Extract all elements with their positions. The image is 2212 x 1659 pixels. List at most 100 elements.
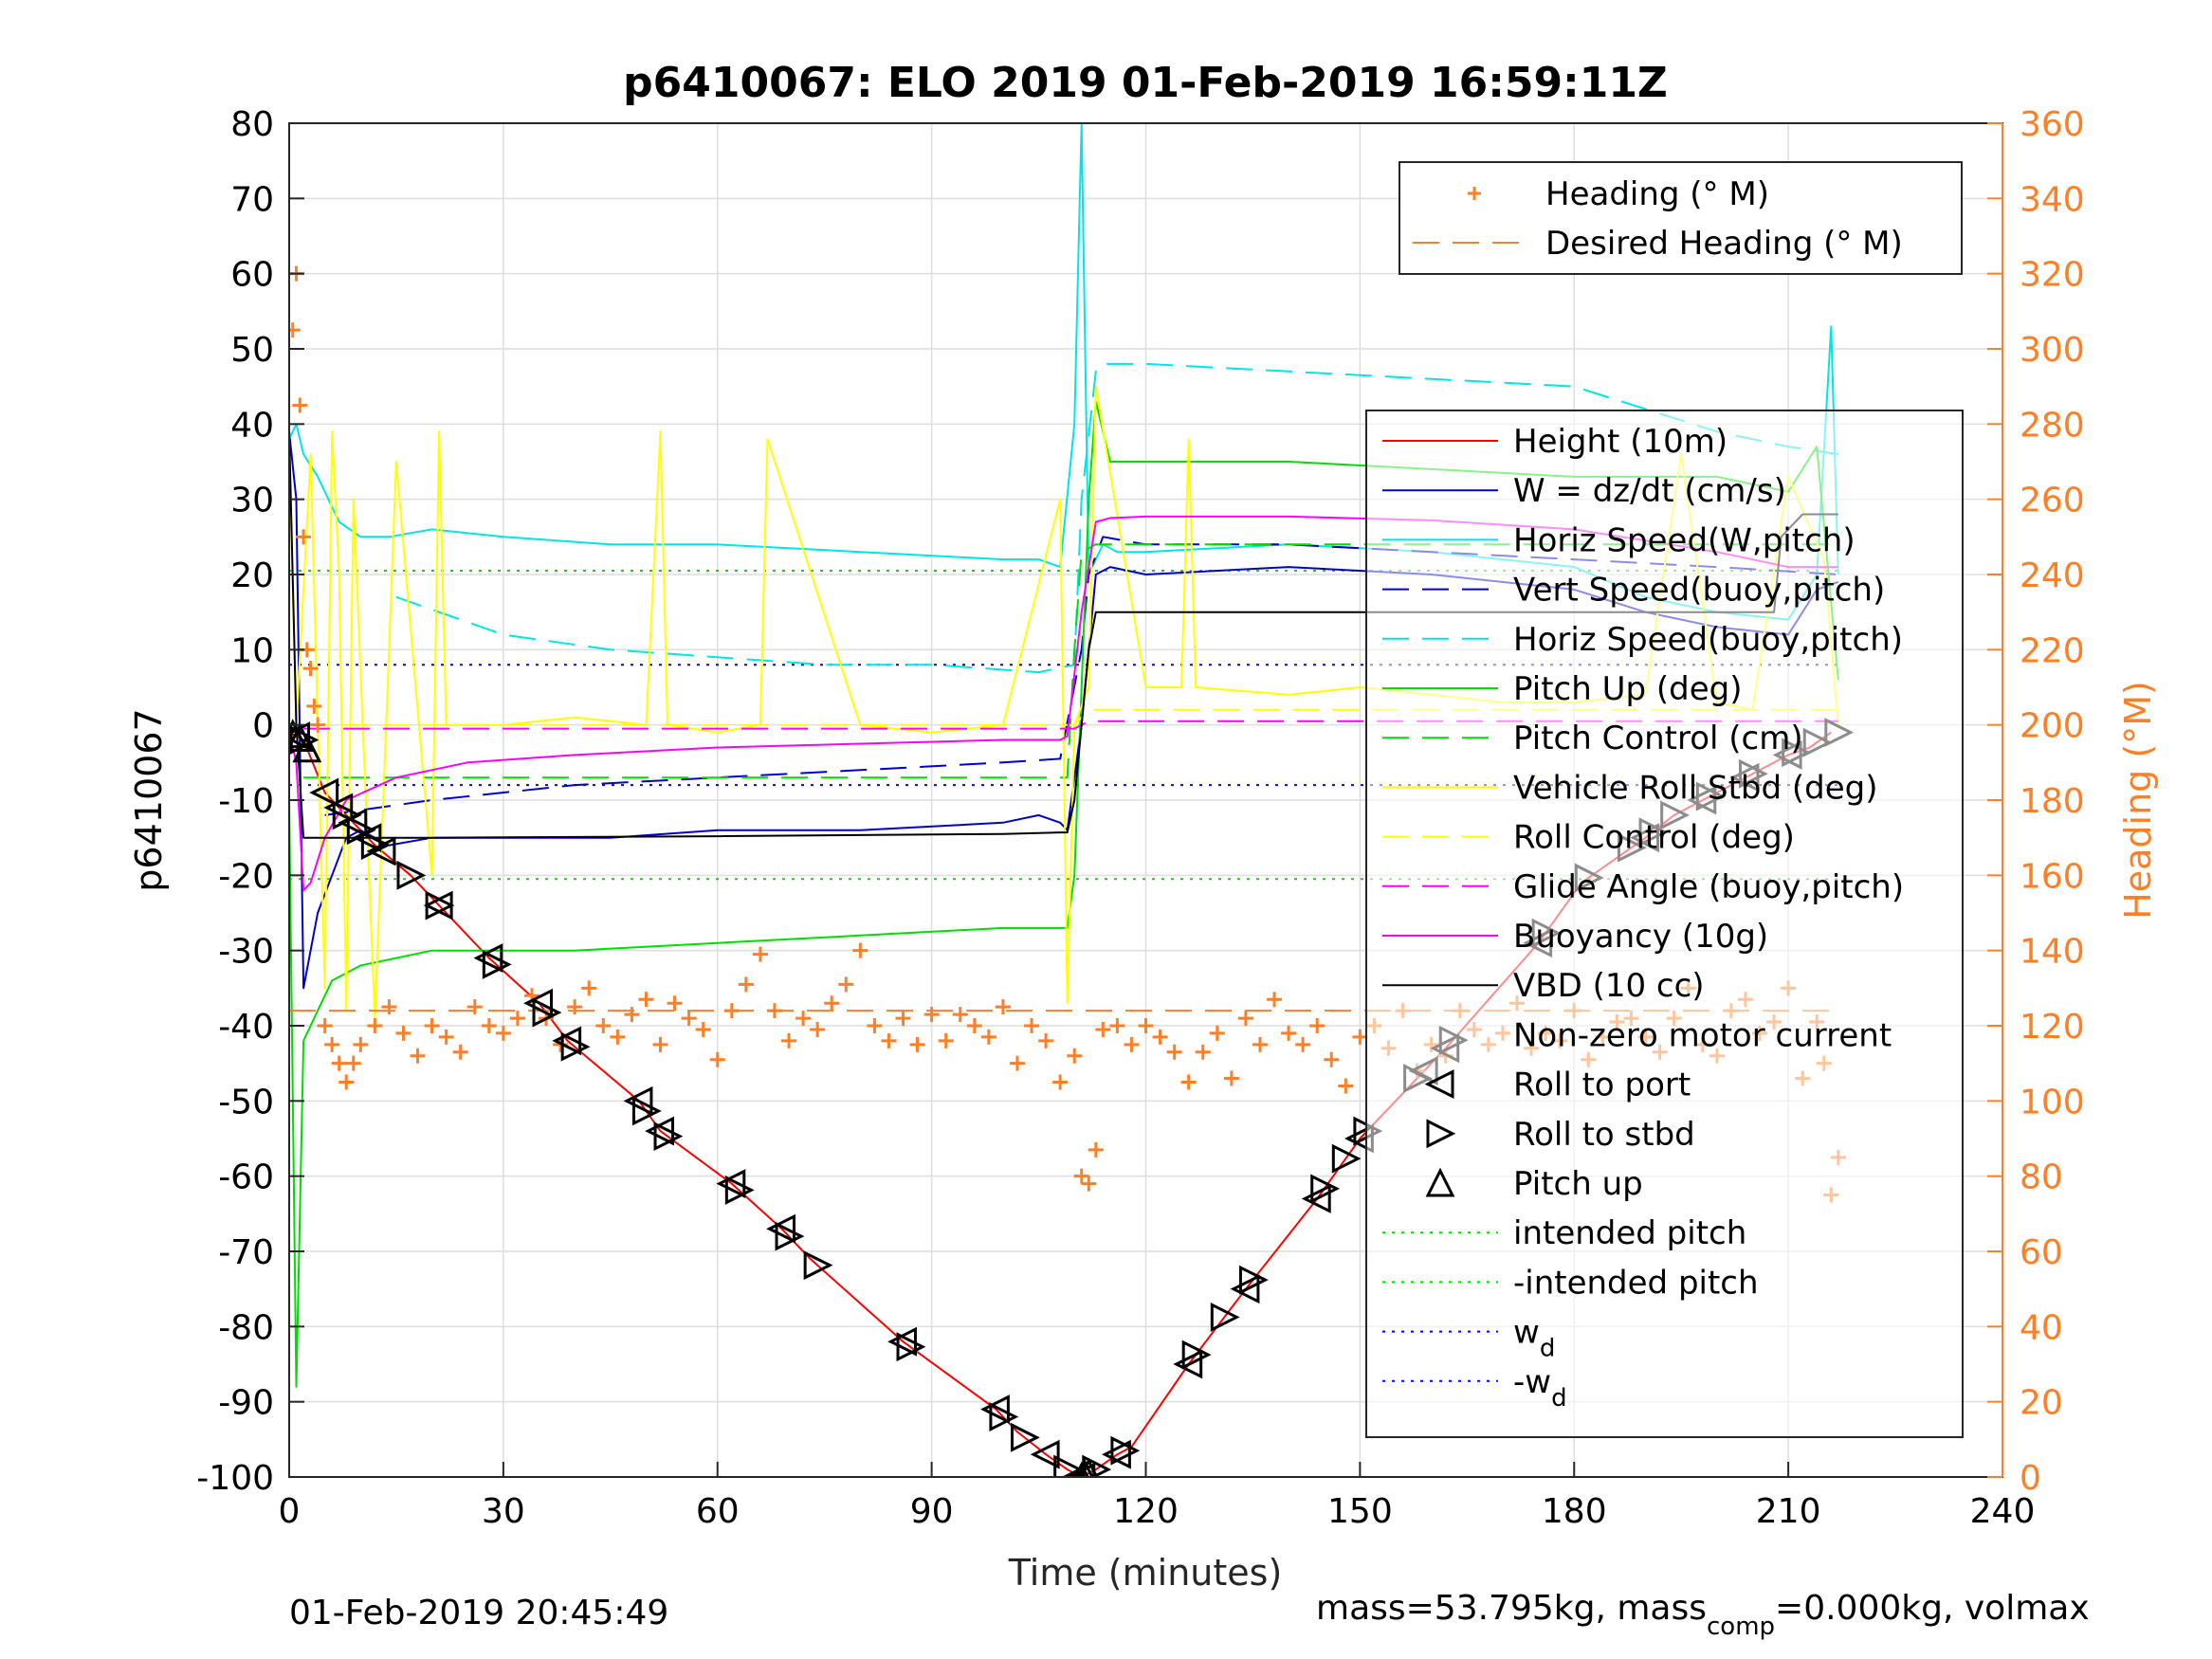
heading-point-46 bbox=[824, 995, 840, 1012]
x-tick-label-3: 90 bbox=[910, 1492, 954, 1531]
legend-main-0-label: Height (10m) bbox=[1513, 423, 1728, 461]
legend-main-7-label: Vehicle Roll Stbd (deg) bbox=[1513, 769, 1878, 807]
heading-point-84 bbox=[1338, 1078, 1354, 1094]
heading-point-8 bbox=[317, 1018, 333, 1033]
legend-main: Height (10m) W = dz/dt (cm/s) Horiz Speed(… bbox=[1365, 410, 1964, 1438]
y2-tick-label-18: 0 bbox=[2020, 1459, 2041, 1498]
heading-point-50 bbox=[881, 1032, 897, 1048]
legend-main-box bbox=[1365, 410, 1964, 1438]
y2-tick-label-5: 260 bbox=[2020, 482, 2085, 520]
heading-point-30 bbox=[595, 1018, 612, 1033]
roll-stbd-marker-3 bbox=[360, 830, 391, 861]
y-tick-label-10: -20 bbox=[218, 857, 274, 896]
heading-point-82 bbox=[1309, 1018, 1325, 1033]
roll-stbd-marker-17 bbox=[1053, 1454, 1084, 1477]
legend-main-18-label-main: w bbox=[1513, 1314, 1540, 1352]
y-tick-label-6: 20 bbox=[230, 556, 274, 595]
legend-main-6-label-main: Pitch Control (cm) bbox=[1513, 720, 1803, 757]
heading-point-34 bbox=[652, 1036, 668, 1052]
heading-point-68 bbox=[1109, 1018, 1125, 1033]
pitch-up-marker-4 bbox=[1076, 1459, 1094, 1477]
heading-point-79 bbox=[1267, 992, 1283, 1008]
x-tick-label-5: 150 bbox=[1327, 1492, 1393, 1531]
legend-main-15-swatch bbox=[1425, 1167, 1455, 1197]
legend-main-6-label: Pitch Control (cm) bbox=[1513, 720, 1803, 757]
heading-point-16 bbox=[395, 1025, 411, 1041]
legend-main-13-label: Roll to port bbox=[1513, 1066, 1691, 1104]
heading-point-75 bbox=[1209, 1025, 1225, 1041]
footer-mass-sub: comp bbox=[1707, 1613, 1775, 1641]
y2-tick-label-7: 220 bbox=[2020, 631, 2085, 670]
y-tick-label-16: -80 bbox=[218, 1308, 274, 1347]
chart-title: p6410067: ELO 2019 01-Feb-2019 16:59:11Z bbox=[623, 59, 1668, 107]
roll-stbd-marker-20 bbox=[1181, 1340, 1212, 1370]
heading-point-80 bbox=[1281, 1025, 1297, 1041]
legend-main-7-label-main: Vehicle Roll Stbd (deg) bbox=[1513, 769, 1878, 807]
heading-point-81 bbox=[1295, 1036, 1311, 1052]
heading-point-62 bbox=[1052, 1074, 1069, 1090]
roll-stbd-marker-19 bbox=[1110, 1435, 1141, 1466]
heading-point-59 bbox=[1009, 1055, 1025, 1071]
series-glide-angle-buoy-pitch bbox=[303, 720, 1838, 730]
legend-main-0-label-main: Height (10m) bbox=[1513, 423, 1728, 461]
legend-main-17-label: -intended pitch bbox=[1513, 1264, 1759, 1302]
heading-point-2 bbox=[292, 397, 308, 413]
legend-main-1-label: W = dz/dt (cm/s) bbox=[1513, 472, 1786, 510]
heading-point-21 bbox=[466, 999, 483, 1015]
heading-point-18 bbox=[424, 1018, 440, 1033]
heading-point-22 bbox=[481, 1018, 497, 1033]
heading-point-14 bbox=[367, 1018, 383, 1033]
y-tick-label-9: -10 bbox=[218, 782, 274, 821]
roll-stbd-marker-6 bbox=[482, 949, 512, 979]
roll-stbd-marker-4 bbox=[396, 860, 427, 890]
pitch-up-marker-0 bbox=[289, 719, 308, 749]
heading-point-7 bbox=[310, 717, 326, 733]
legend-main-15-label: Pitch up bbox=[1513, 1165, 1643, 1203]
legend-main-2-label: Horiz Speed(W,pitch) bbox=[1513, 521, 1856, 559]
legend-heading: Heading (° M) Desired Heading (° M) bbox=[1398, 161, 1963, 275]
heading-point-24 bbox=[509, 1011, 525, 1027]
heading-point-55 bbox=[952, 1007, 968, 1023]
y2-tick-label-8: 200 bbox=[2020, 707, 2085, 746]
heading-point-70 bbox=[1138, 1018, 1154, 1033]
heading-point-85 bbox=[1352, 1029, 1368, 1045]
roll-stbd-marker-21 bbox=[1210, 1302, 1240, 1332]
legend-main-1-label-main: W = dz/dt (cm/s) bbox=[1513, 472, 1786, 510]
heading-point-12 bbox=[345, 1055, 361, 1071]
x-tick-label-7: 210 bbox=[1756, 1492, 1821, 1531]
roll-port-marker-8 bbox=[523, 988, 554, 1018]
roll-port-marker-19 bbox=[1173, 1349, 1203, 1379]
y2-tick-label-4: 280 bbox=[2020, 406, 2085, 445]
legend-main-3-label-main: Vert Speed(buoy,pitch) bbox=[1513, 572, 1885, 610]
roll-stbd-marker-5 bbox=[425, 890, 455, 921]
heading-point-64 bbox=[1073, 1168, 1089, 1184]
heading-point-60 bbox=[1024, 1018, 1040, 1033]
y-tick-label-13: -50 bbox=[218, 1083, 274, 1121]
legend-main-18-label-sub: d bbox=[1540, 1335, 1556, 1363]
heading-point-40 bbox=[738, 976, 754, 993]
legend-main-14-label-main: Roll to stbd bbox=[1513, 1116, 1695, 1154]
roll-stbd-marker-9 bbox=[631, 1096, 662, 1126]
x-tick-label-0: 0 bbox=[279, 1492, 301, 1531]
legend-main-15-label-main: Pitch up bbox=[1513, 1165, 1643, 1203]
heading-point-9 bbox=[324, 1036, 340, 1052]
y2-tick-label-16: 40 bbox=[2020, 1308, 2063, 1347]
y-tick-label-12: -40 bbox=[218, 1008, 274, 1047]
heading-point-48 bbox=[852, 942, 868, 958]
heading-point-6 bbox=[306, 698, 322, 714]
roll-stbd-marker-22 bbox=[1238, 1265, 1269, 1295]
roll-port-marker-16 bbox=[1030, 1439, 1060, 1469]
legend-main-10-label: Buoyancy (10g) bbox=[1513, 918, 1768, 956]
heading-point-20 bbox=[452, 1044, 468, 1060]
roll-port-marker-9 bbox=[552, 1026, 582, 1056]
roll-port-marker-7 bbox=[473, 943, 503, 974]
y2-tick-label-2: 320 bbox=[2020, 256, 2085, 295]
legend-main-19-label-sub: d bbox=[1551, 1384, 1567, 1413]
roll-stbd-marker-1 bbox=[332, 800, 362, 830]
y-tick-label-17: -90 bbox=[218, 1384, 274, 1423]
heading-point-52 bbox=[909, 1036, 925, 1052]
y2-tick-label-11: 140 bbox=[2020, 933, 2085, 972]
roll-port-marker-1 bbox=[309, 777, 339, 808]
roll-stbd-marker-2 bbox=[346, 815, 376, 846]
y2-tick-label-15: 60 bbox=[2020, 1233, 2063, 1272]
